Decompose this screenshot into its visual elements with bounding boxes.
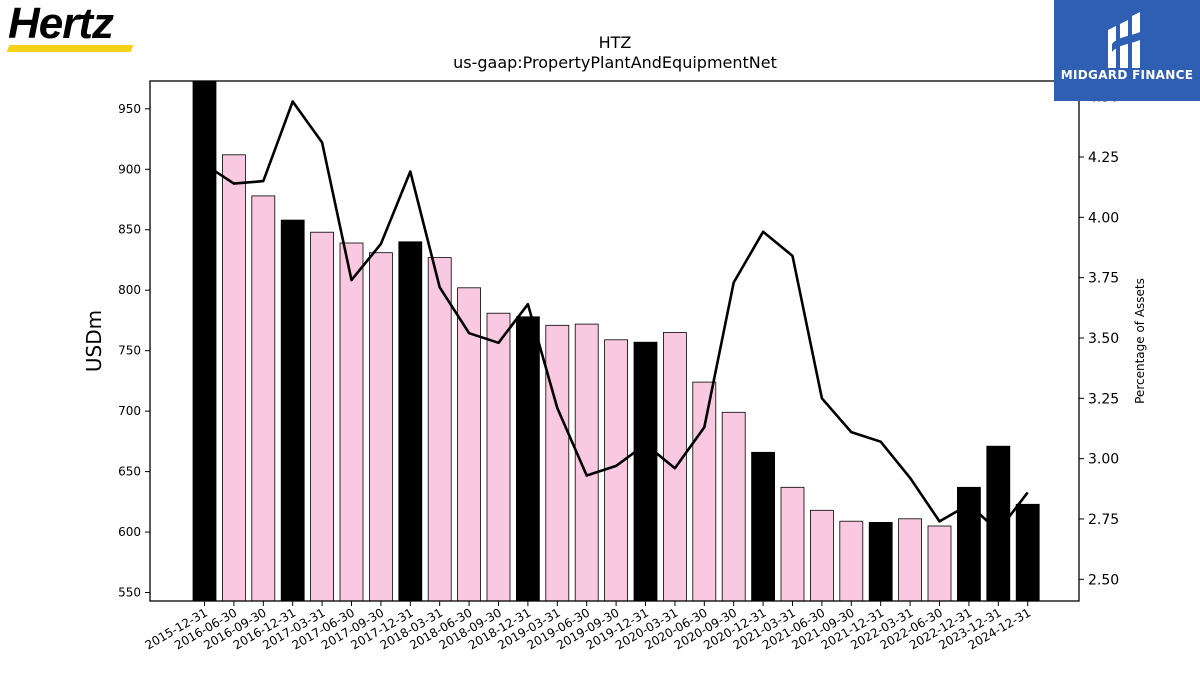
bar xyxy=(1015,503,1040,602)
bar xyxy=(339,242,364,602)
hertz-logo-text: Hertz xyxy=(8,0,114,48)
bar xyxy=(633,341,658,602)
y-tick-label: 600 xyxy=(118,525,141,539)
midgard-logo-icon xyxy=(1108,12,1144,68)
bar xyxy=(310,231,335,602)
y2-tick-label: 3.25 xyxy=(1088,391,1119,407)
y2-tick-label: 3.50 xyxy=(1088,331,1119,347)
y-tick-label: 800 xyxy=(118,283,141,297)
plot-frame xyxy=(149,80,1080,602)
bar xyxy=(368,252,393,602)
y-tick-label: 750 xyxy=(118,344,141,358)
chart-subtitle: us-gaap:PropertyPlantAndEquipmentNet xyxy=(453,53,777,72)
bar xyxy=(280,219,305,602)
y2-tick-label: 3.75 xyxy=(1088,271,1119,287)
y-tick-label: 700 xyxy=(118,404,141,418)
hertz-logo: Hertz xyxy=(6,2,140,54)
y2-tick-label: 3.00 xyxy=(1088,452,1119,468)
y2-tick-label: 4.00 xyxy=(1088,210,1119,226)
y-tick-label: 950 xyxy=(118,102,141,116)
bar xyxy=(839,520,864,602)
x-axis: 2015-12-312016-06-302016-09-302016-12-31… xyxy=(143,601,1033,652)
bar xyxy=(516,316,540,602)
y-axis: 550 600 650 700 750 800 850 900 950 xyxy=(118,102,150,600)
y-tick-label: 650 xyxy=(118,465,141,479)
hertz-logo-underline xyxy=(6,45,134,52)
y2-tick-label: 2.75 xyxy=(1088,512,1119,528)
bar xyxy=(604,339,628,602)
bar xyxy=(398,241,423,602)
midgard-logo-text: MIDGARD FINANCE xyxy=(1060,68,1194,82)
percentage-line xyxy=(203,100,1029,533)
line-layer xyxy=(203,100,1029,533)
bar xyxy=(868,522,893,602)
bar xyxy=(927,525,952,602)
bar xyxy=(810,509,834,602)
y-tick-label: 550 xyxy=(118,586,141,600)
y-tick-label: 850 xyxy=(118,223,141,237)
bar xyxy=(486,312,511,602)
bar xyxy=(780,486,805,602)
bar xyxy=(192,80,217,602)
bar xyxy=(221,154,246,602)
y2-tick-label: 4.25 xyxy=(1088,150,1119,166)
y2-axis: 2.502.753.003.253.503.754.004.254.50 xyxy=(1079,90,1119,588)
bar xyxy=(721,411,746,602)
y-tick-label: 900 xyxy=(118,162,141,176)
bar xyxy=(692,381,717,602)
bars-layer xyxy=(192,80,1040,602)
bar xyxy=(545,324,570,602)
bar xyxy=(427,257,452,602)
midgard-finance-logo: MIDGARD FINANCE xyxy=(1054,0,1200,101)
chart-title: HTZ xyxy=(599,33,632,52)
bar xyxy=(251,195,276,602)
y2-tick-label: 2.50 xyxy=(1088,572,1119,588)
y2-axis-label: Percentage of Assets xyxy=(1133,278,1147,404)
y-axis-label: USDm xyxy=(82,310,106,372)
bar xyxy=(574,323,599,602)
bar xyxy=(898,518,922,602)
bar xyxy=(751,451,775,602)
